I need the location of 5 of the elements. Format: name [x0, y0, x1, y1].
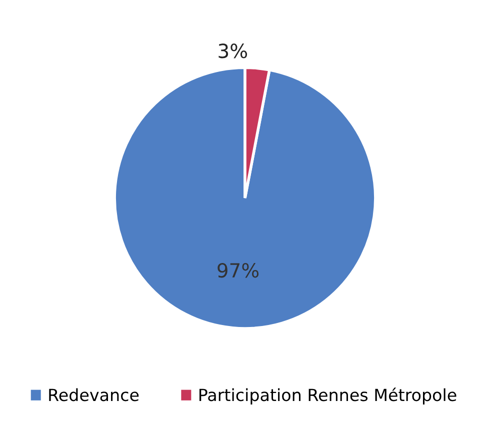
data-label: 97% [218, 262, 259, 278]
data-label: 3% [218, 44, 248, 58]
legend-label: Participation Rennes Métropole [199, 388, 456, 404]
pie-slice [113, 66, 377, 330]
legend-label: Redevance [49, 388, 139, 402]
